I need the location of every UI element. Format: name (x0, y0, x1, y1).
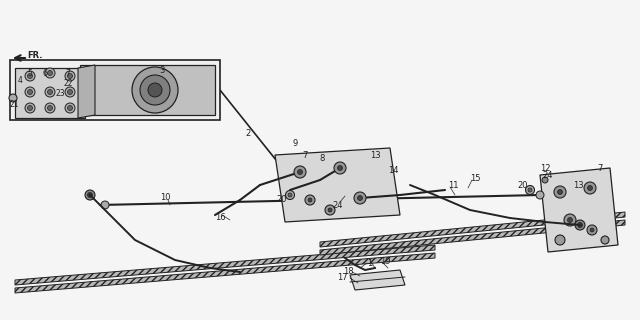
Circle shape (67, 106, 72, 110)
Polygon shape (275, 148, 400, 222)
Text: 9: 9 (292, 139, 298, 148)
Circle shape (564, 214, 576, 226)
Text: 22: 22 (63, 78, 73, 87)
Circle shape (294, 166, 306, 178)
Text: 5: 5 (28, 68, 33, 77)
Circle shape (285, 190, 294, 199)
Circle shape (65, 103, 75, 113)
Circle shape (601, 236, 609, 244)
Circle shape (568, 218, 573, 222)
Circle shape (47, 70, 52, 76)
Text: 23: 23 (55, 89, 65, 98)
Circle shape (577, 222, 582, 228)
Circle shape (67, 74, 72, 78)
Circle shape (28, 74, 33, 78)
Circle shape (28, 90, 33, 94)
Circle shape (575, 220, 585, 230)
Circle shape (25, 103, 35, 113)
Text: 12: 12 (540, 164, 550, 172)
Polygon shape (320, 220, 625, 255)
Text: 13: 13 (573, 180, 583, 189)
Circle shape (85, 190, 95, 200)
Circle shape (298, 170, 303, 174)
Circle shape (45, 87, 55, 97)
Circle shape (557, 189, 563, 195)
Circle shape (588, 186, 593, 190)
Text: 16: 16 (214, 213, 225, 222)
Circle shape (88, 193, 93, 197)
Text: 7: 7 (65, 68, 70, 77)
Text: 21: 21 (9, 100, 19, 108)
Text: 7: 7 (597, 164, 603, 172)
Circle shape (305, 195, 315, 205)
Circle shape (584, 182, 596, 194)
Circle shape (328, 208, 332, 212)
Circle shape (140, 75, 170, 105)
Circle shape (528, 188, 532, 192)
Text: 17: 17 (337, 274, 348, 283)
Polygon shape (80, 65, 215, 115)
Circle shape (354, 192, 366, 204)
Polygon shape (15, 68, 85, 118)
Polygon shape (15, 245, 435, 285)
Polygon shape (540, 168, 618, 252)
Text: FR.: FR. (28, 51, 43, 60)
Circle shape (590, 228, 594, 232)
Circle shape (308, 198, 312, 202)
Circle shape (555, 235, 565, 245)
Circle shape (9, 94, 17, 102)
Circle shape (334, 162, 346, 174)
Circle shape (65, 71, 75, 81)
Circle shape (67, 90, 72, 94)
Text: 2: 2 (245, 129, 251, 138)
Text: 20: 20 (518, 180, 528, 189)
Text: 8: 8 (319, 154, 324, 163)
Circle shape (65, 87, 75, 97)
Circle shape (536, 191, 544, 199)
Text: 15: 15 (470, 173, 480, 182)
Text: 20: 20 (276, 196, 287, 204)
Circle shape (525, 186, 534, 195)
Polygon shape (320, 212, 625, 247)
Text: 18: 18 (342, 268, 353, 276)
Circle shape (358, 196, 362, 201)
Text: 11: 11 (448, 180, 458, 189)
Text: 3: 3 (159, 66, 164, 75)
Text: 6: 6 (43, 68, 47, 77)
Polygon shape (10, 60, 220, 120)
Text: 24: 24 (333, 201, 343, 210)
Circle shape (47, 90, 52, 94)
Text: 14: 14 (388, 165, 398, 174)
Circle shape (47, 106, 52, 110)
Text: 1: 1 (367, 259, 372, 268)
Polygon shape (15, 253, 435, 293)
Circle shape (28, 106, 33, 110)
Polygon shape (350, 270, 405, 290)
Circle shape (25, 71, 35, 81)
Circle shape (101, 201, 109, 209)
Circle shape (148, 83, 162, 97)
Circle shape (288, 193, 292, 197)
Text: 19: 19 (380, 258, 390, 267)
Text: 10: 10 (160, 194, 170, 203)
Text: 4: 4 (17, 76, 22, 84)
Circle shape (587, 225, 597, 235)
Circle shape (45, 103, 55, 113)
Circle shape (542, 177, 548, 183)
Circle shape (45, 68, 55, 78)
Text: 13: 13 (370, 150, 380, 159)
Circle shape (132, 67, 178, 113)
Circle shape (325, 205, 335, 215)
Text: 7: 7 (302, 150, 308, 159)
Circle shape (554, 186, 566, 198)
Text: 24: 24 (543, 171, 553, 180)
Circle shape (25, 87, 35, 97)
Circle shape (337, 165, 342, 171)
Polygon shape (78, 65, 95, 118)
